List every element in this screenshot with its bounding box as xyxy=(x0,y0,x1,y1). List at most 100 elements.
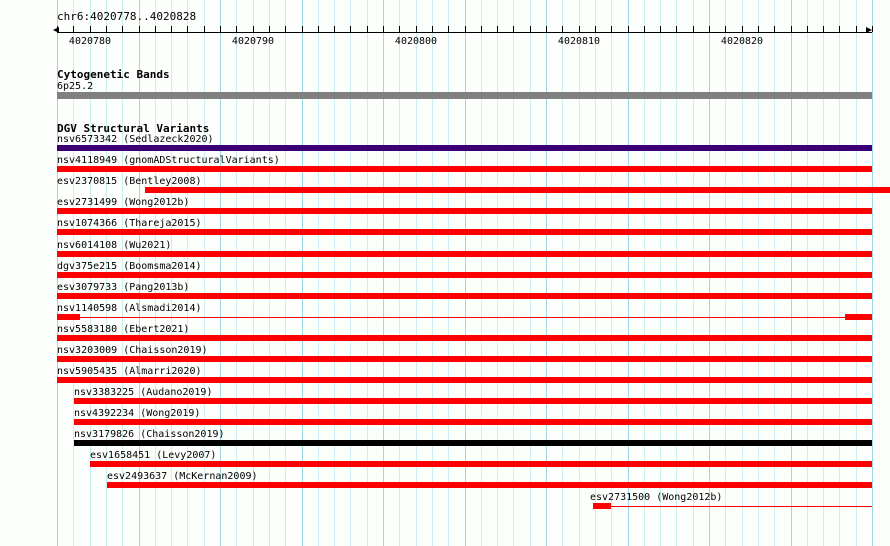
ruler-tick-label: 4020820 xyxy=(720,36,764,47)
ruler-tick xyxy=(57,26,58,32)
ruler-tick xyxy=(416,26,417,32)
coordinate-ruler[interactable]: 4020780 4020790 4020800 4020810 4020820 xyxy=(0,25,890,49)
ruler-tick xyxy=(807,26,808,32)
ruler-tick xyxy=(236,26,237,32)
ruler-tick xyxy=(187,26,188,32)
ruler-tick xyxy=(791,26,792,32)
ruler-tick xyxy=(676,26,677,32)
variant-bar[interactable] xyxy=(90,461,872,467)
ruler-tick xyxy=(823,26,824,32)
gridline xyxy=(872,0,873,546)
variant-track-label[interactable]: nsv6014108 (Wu2021) xyxy=(57,240,172,251)
ruler-tick xyxy=(595,26,596,32)
variant-track-label[interactable]: nsv4118949 (gnomADStructuralVariants) xyxy=(57,155,280,166)
ruler-tick xyxy=(579,26,580,32)
variant-bar[interactable] xyxy=(57,208,872,214)
variant-bar[interactable] xyxy=(57,166,872,172)
ruler-tick xyxy=(383,26,384,32)
variant-bar[interactable] xyxy=(57,377,872,383)
ruler-tick xyxy=(497,26,498,32)
ruler-tick xyxy=(660,26,661,32)
variant-track-label[interactable]: esv2731500 (Wong2012b) xyxy=(590,492,723,503)
locus-label: chr6:4020778..4020828 xyxy=(57,10,197,23)
variant-bar[interactable] xyxy=(107,482,872,488)
ruler-tick xyxy=(285,26,286,32)
ruler-tick xyxy=(693,26,694,32)
variant-connector-line xyxy=(593,505,872,507)
variant-track-label[interactable]: nsv4392234 (Wong2019) xyxy=(74,408,201,419)
ruler-tick-label: 4020780 xyxy=(68,36,112,47)
ruler-tick xyxy=(628,26,629,32)
ruler-tick xyxy=(611,26,612,32)
ruler-tick xyxy=(465,26,466,32)
ruler-tick xyxy=(742,26,743,32)
ruler-tick xyxy=(318,26,319,32)
variant-track-label[interactable]: esv1658451 (Levy2007) xyxy=(90,450,217,461)
variant-track-label[interactable]: esv2370815 (Bentley2008) xyxy=(57,176,202,187)
ruler-tick xyxy=(367,26,368,32)
ruler-tick xyxy=(481,26,482,32)
variant-bar[interactable] xyxy=(57,251,872,257)
ruler-tick xyxy=(448,26,449,32)
variant-track-label[interactable]: dgv375e215 (Boomsma2014) xyxy=(57,261,202,272)
variant-track-label[interactable]: nsv1074366 (Thareja2015) xyxy=(57,218,202,229)
variant-track-label[interactable]: esv2731499 (Wong2012b) xyxy=(57,197,190,208)
variant-bar[interactable] xyxy=(74,440,872,446)
variant-bar-left-block[interactable] xyxy=(57,314,80,320)
variant-track-label[interactable]: nsv5905435 (Almarri2020) xyxy=(57,366,202,377)
variant-bar[interactable] xyxy=(57,145,872,151)
variant-connector-line xyxy=(57,316,872,318)
variant-track-label[interactable]: esv2493637 (McKernan2009) xyxy=(107,471,258,482)
ruler-tick xyxy=(725,26,726,32)
ruler-tick xyxy=(171,26,172,32)
variant-track-label[interactable]: nsv3383225 (Audano2019) xyxy=(74,387,213,398)
cytogenetic-bands-title: Cytogenetic Bands xyxy=(57,68,170,81)
ruler-tick xyxy=(513,26,514,32)
ruler-tick xyxy=(253,26,254,32)
cytoband-bar[interactable] xyxy=(57,92,872,99)
ruler-tick xyxy=(302,26,303,32)
ruler-tick xyxy=(106,26,107,32)
variant-bar[interactable] xyxy=(57,335,872,341)
ruler-tick-label: 4020790 xyxy=(231,36,275,47)
variant-bar[interactable] xyxy=(57,272,872,278)
ruler-tick xyxy=(220,26,221,32)
variant-bar[interactable] xyxy=(57,356,872,362)
ruler-tick xyxy=(758,26,759,32)
variant-bar[interactable] xyxy=(57,229,872,235)
ruler-tick xyxy=(839,26,840,32)
ruler-tick xyxy=(204,26,205,32)
ruler-tick xyxy=(269,26,270,32)
arrow-right-icon xyxy=(866,27,872,33)
ruler-tick xyxy=(530,26,531,32)
ruler-tick xyxy=(73,26,74,32)
ruler-tick xyxy=(122,26,123,32)
variant-bar[interactable] xyxy=(74,398,872,404)
ruler-tick xyxy=(546,26,547,32)
variant-track-label[interactable]: esv3079733 (Pang2013b) xyxy=(57,282,190,293)
ruler-tick xyxy=(432,26,433,32)
variant-track-label[interactable]: nsv6573342 (Sedlazeck2020) xyxy=(57,134,214,145)
ruler-tick-label: 4020810 xyxy=(557,36,601,47)
arrow-left-icon xyxy=(53,27,59,33)
variant-bar-right-block[interactable] xyxy=(845,314,872,320)
variant-track-label[interactable]: nsv5583180 (Ebert2021) xyxy=(57,324,190,335)
ruler-tick xyxy=(644,26,645,32)
dgv-structural-variants-title: DGV Structural Variants xyxy=(57,122,210,135)
ruler-tick xyxy=(399,26,400,32)
variant-track-label[interactable]: nsv3203009 (Chaisson2019) xyxy=(57,345,208,356)
ruler-tick xyxy=(774,26,775,32)
variant-track-label[interactable]: nsv3179826 (Chaisson2019) xyxy=(74,429,225,440)
variant-bar[interactable] xyxy=(57,293,872,299)
variant-track-label[interactable]: nsv1140598 (Alsmadi2014) xyxy=(57,303,202,314)
ruler-tick xyxy=(562,26,563,32)
variant-bar[interactable] xyxy=(74,419,872,425)
ruler-tick xyxy=(155,26,156,32)
variant-bar-left-block[interactable] xyxy=(593,503,611,509)
ruler-tick xyxy=(709,26,710,32)
variant-bar[interactable] xyxy=(145,187,890,193)
ruler-tick-label: 4020800 xyxy=(394,36,438,47)
ruler-tick xyxy=(856,26,857,32)
ruler-axis-line xyxy=(57,32,872,33)
